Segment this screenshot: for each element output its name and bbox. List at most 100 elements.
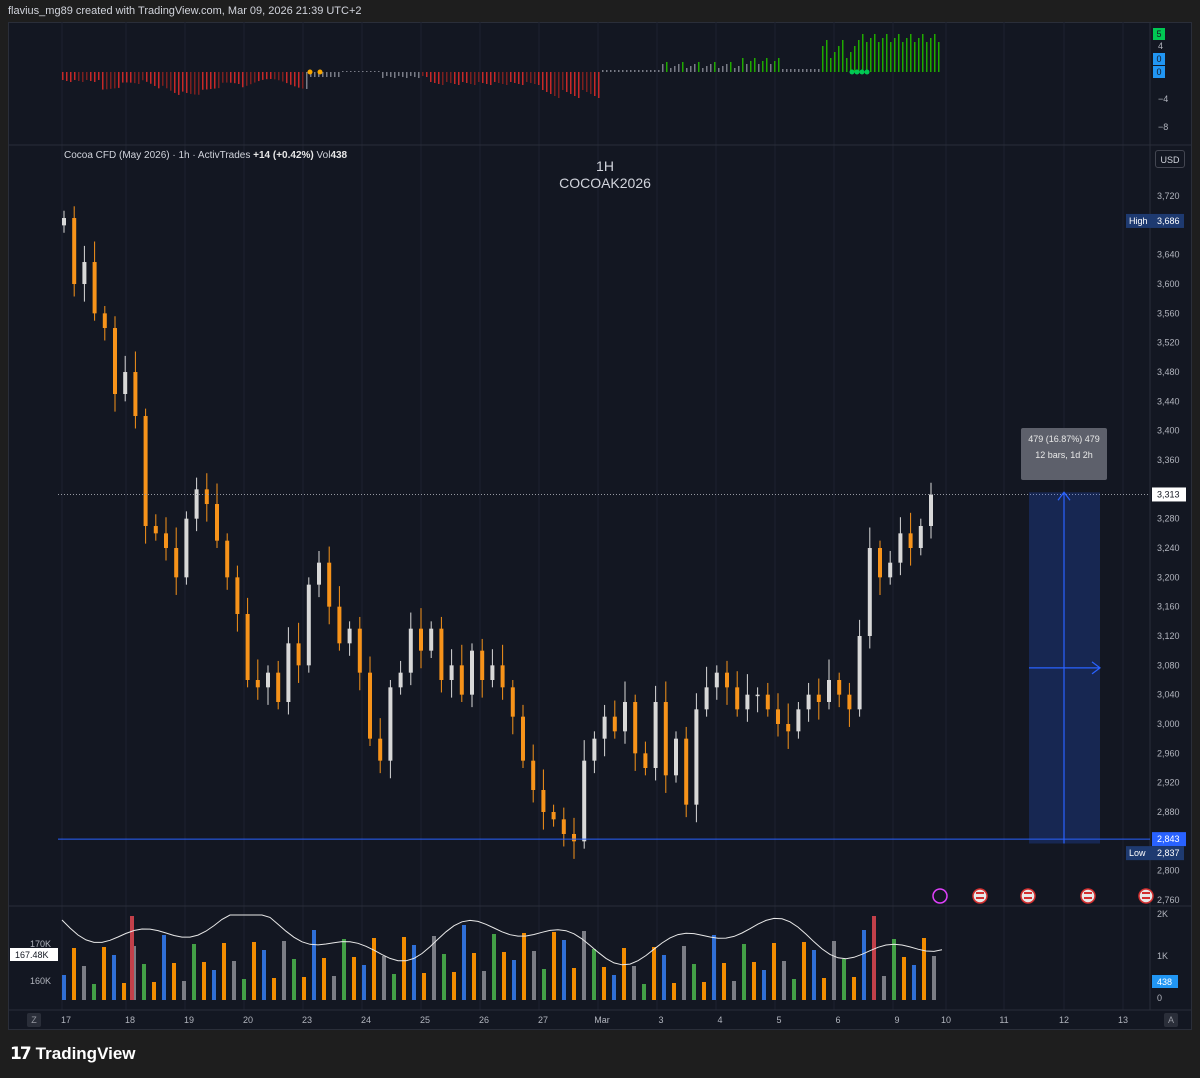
volume-value: 438 <box>330 150 348 161</box>
oscillator-bar <box>70 72 72 82</box>
candle-body <box>806 694 811 710</box>
oscillator-bar <box>626 70 628 72</box>
oscillator-bar <box>414 72 416 77</box>
tradingview-brand: TradingView <box>35 1044 136 1063</box>
watermark-symbol: COCOAK2026 <box>559 175 651 191</box>
oscillator-bar <box>738 66 740 72</box>
high-tag-value: 3,686 <box>1157 216 1180 226</box>
volume-bar <box>862 930 866 1000</box>
volume-bar <box>322 958 326 1000</box>
price-axis-tick: 3,360 <box>1157 455 1180 465</box>
volume-bar <box>872 916 876 1000</box>
oscillator-bar <box>62 72 64 80</box>
volume-right-tag-text: 438 <box>1157 977 1172 987</box>
oscillator-bar <box>894 38 896 72</box>
economic-event-icon[interactable] <box>932 888 948 904</box>
oscillator-bar <box>594 72 596 96</box>
candle-body <box>837 680 842 695</box>
auto-scale-button[interactable] <box>1164 1013 1178 1027</box>
volume-bar <box>922 938 926 1000</box>
oscillator-bar <box>490 72 492 85</box>
candle-body <box>878 548 882 578</box>
osc-value-tag <box>1153 66 1165 78</box>
price-axis-tick: 3,400 <box>1157 426 1180 436</box>
time-axis-label: 24 <box>361 1015 371 1025</box>
oscillator-dot <box>317 69 323 75</box>
oscillator-bar <box>362 71 364 72</box>
volume-bar <box>102 947 106 1000</box>
volume-bar <box>892 939 896 1000</box>
oscillator-bar <box>258 72 260 82</box>
oscillator-bar <box>282 72 284 82</box>
us-flag-event-icon[interactable] <box>1080 888 1096 904</box>
header-credit: flavius_mg89 created with TradingView.co… <box>8 5 362 17</box>
chart-watermark: 1H COCOAK2026 <box>540 158 670 192</box>
tradingview-logo[interactable]: 17 TradingView <box>10 1044 136 1064</box>
oscillator-bar <box>502 72 504 84</box>
oscillator-bar <box>798 69 800 72</box>
candle-body <box>653 702 658 768</box>
oscillator-bar <box>558 72 560 98</box>
volume-bar <box>372 938 376 1000</box>
price-axis-tick: 2,960 <box>1157 748 1180 758</box>
oscillator-bar <box>478 72 480 82</box>
volume-ma-line <box>61 914 943 966</box>
osc-value-tag-text: 0 <box>1156 54 1161 64</box>
time-axis-label: 6 <box>835 1015 840 1025</box>
us-flag-event-icon[interactable] <box>1020 888 1036 904</box>
candle-body <box>143 416 148 527</box>
oscillator-bar <box>622 70 624 72</box>
price-axis-tick: 3,120 <box>1157 631 1180 641</box>
candle-body <box>245 614 250 681</box>
price-axis-tick: 3,440 <box>1157 396 1180 406</box>
oscillator-bar <box>854 46 856 72</box>
volume-bar <box>522 933 526 1000</box>
oscillator-bar <box>566 72 568 92</box>
oscillator-bar <box>162 72 164 86</box>
us-flag-event-icon[interactable] <box>972 888 988 904</box>
oscillator-bar <box>902 42 904 72</box>
candle-body <box>215 504 219 541</box>
oscillator-bar <box>106 72 108 90</box>
volume-bar <box>312 930 316 1000</box>
osc-value-tag-text: 0 <box>1156 67 1161 77</box>
oscillator-bar <box>826 40 828 72</box>
volume-left-tag <box>10 948 58 961</box>
volume-bar <box>852 977 856 1000</box>
currency-button[interactable]: USD <box>1155 150 1185 168</box>
us-flag-stripe <box>976 897 984 899</box>
oscillator-bar <box>698 62 700 72</box>
oscillator-bar <box>442 72 444 85</box>
volume-bar <box>472 953 476 1000</box>
volume-bar <box>672 983 676 1000</box>
us-flag-event-icon[interactable] <box>1138 888 1154 904</box>
oscillator-bar <box>714 62 716 72</box>
time-axis-left-button[interactable] <box>27 1013 41 1027</box>
volume-bar <box>112 955 116 1000</box>
oscillator-bar <box>402 72 404 77</box>
volume-bar <box>582 931 586 1000</box>
candle-body <box>714 672 719 688</box>
oscillator-bar <box>274 72 276 80</box>
price-axis-tick: 3,720 <box>1157 191 1180 201</box>
oscillator-bar <box>494 72 496 82</box>
volume-bar <box>752 962 756 1000</box>
oscillator-dot <box>859 69 865 75</box>
oscillator-bar <box>582 72 584 90</box>
volume-bar <box>562 940 566 1000</box>
oscillator-bar <box>694 64 696 72</box>
candle-body <box>663 702 668 776</box>
time-axis-label: 11 <box>999 1015 1008 1025</box>
candle-body <box>470 650 474 695</box>
candle-body <box>531 760 536 790</box>
time-axis-label: 19 <box>184 1015 194 1025</box>
volume-bar <box>392 974 396 1000</box>
symbol-legend[interactable]: Cocoa CFD (May 2026) · 1h · ActivTrades … <box>64 150 347 161</box>
volume-bar <box>82 966 86 1000</box>
oscillator-bar <box>814 69 816 72</box>
chart-frame[interactable] <box>8 22 1192 1030</box>
oscillator-bar <box>934 34 936 72</box>
volume-bar <box>462 925 466 1000</box>
oscillator-bar <box>718 68 720 72</box>
